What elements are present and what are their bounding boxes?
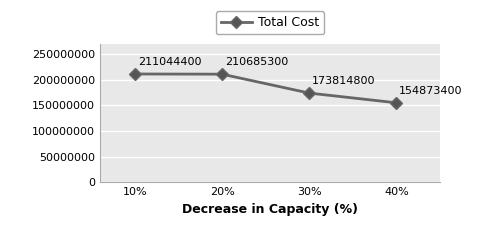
- Text: 154873400: 154873400: [399, 86, 462, 96]
- Total Cost: [219, 73, 225, 76]
- Total Cost: [132, 72, 138, 75]
- X-axis label: Decrease in Capacity (%): Decrease in Capacity (%): [182, 203, 358, 216]
- Total Cost: [306, 92, 312, 95]
- Text: 210685300: 210685300: [225, 57, 288, 67]
- Total Cost: [394, 101, 400, 104]
- Text: 173814800: 173814800: [312, 76, 376, 86]
- Legend: Total Cost: Total Cost: [216, 11, 324, 34]
- Line: Total Cost: Total Cost: [130, 70, 400, 107]
- Text: 211044400: 211044400: [138, 57, 201, 67]
